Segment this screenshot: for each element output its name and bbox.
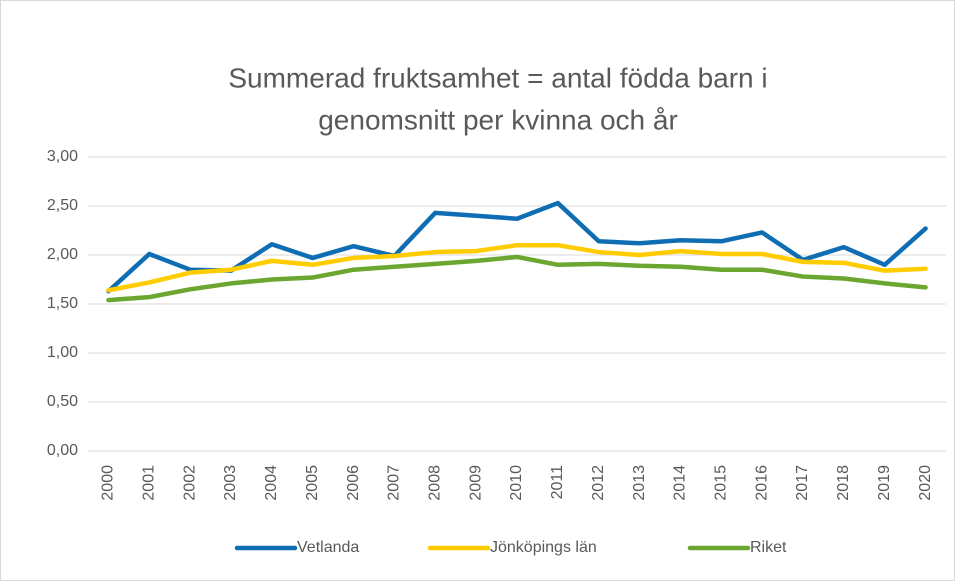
x-tick-label: 2009 <box>467 465 484 501</box>
x-tick-label: 2013 <box>631 465 648 501</box>
x-tick-label: 2017 <box>794 465 811 501</box>
y-tick-label: 1,00 <box>47 344 78 361</box>
x-tick-label: 2012 <box>590 465 607 501</box>
y-tick-label: 2,00 <box>47 246 78 263</box>
x-tick-label: 2000 <box>100 465 117 501</box>
x-tick-label: 2003 <box>222 465 239 501</box>
x-tick-label: 2008 <box>427 465 444 501</box>
x-tick-label: 2002 <box>181 465 198 501</box>
x-tick-label: 2019 <box>876 465 893 501</box>
series-line <box>106 242 928 293</box>
y-tick-label: 0,50 <box>47 393 78 410</box>
series-line <box>106 200 928 294</box>
x-tick-label: 2010 <box>508 465 525 501</box>
y-tick-label: 2,50 <box>47 197 78 214</box>
legend-label: Riket <box>750 539 787 556</box>
x-tick-label: 2005 <box>304 465 321 501</box>
chart-title: Summerad fruktsamhet = antal födda barn … <box>228 62 767 93</box>
x-tick-label: 2018 <box>835 465 852 501</box>
series-line <box>106 254 928 303</box>
chart-title: genomsnitt per kvinna och år <box>318 104 678 135</box>
legend-label: Jönköpings län <box>490 539 597 556</box>
legend-label: Vetlanda <box>297 539 359 556</box>
x-tick-label: 2007 <box>386 465 403 501</box>
x-tick-label: 2011 <box>549 465 566 500</box>
y-tick-label: 3,00 <box>47 148 78 165</box>
x-tick-label: 2014 <box>672 465 689 501</box>
x-tick-label: 2006 <box>345 465 362 501</box>
x-tick-label: 2004 <box>263 465 280 501</box>
x-tick-label: 2001 <box>141 465 158 501</box>
x-tick-label: 2016 <box>753 465 770 501</box>
x-tick-label: 2015 <box>713 465 730 501</box>
x-tick-label: 2020 <box>917 465 934 501</box>
y-tick-label: 1,50 <box>47 295 78 312</box>
y-tick-label: 0,00 <box>47 442 78 459</box>
